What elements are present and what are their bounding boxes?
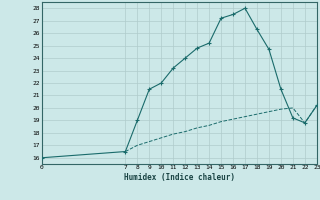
X-axis label: Humidex (Indice chaleur): Humidex (Indice chaleur) bbox=[124, 173, 235, 182]
